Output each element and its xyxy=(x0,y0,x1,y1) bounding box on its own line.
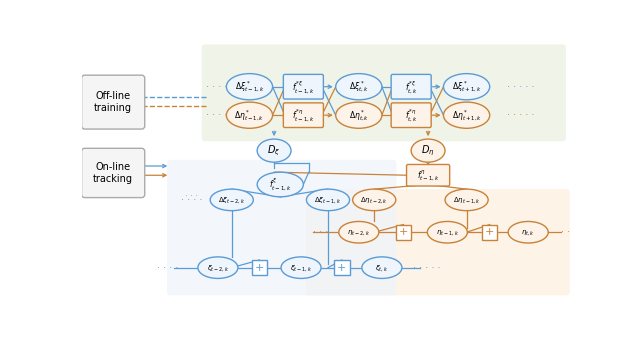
Text: $\Delta\xi^*_{t+1,k}$: $\Delta\xi^*_{t+1,k}$ xyxy=(452,79,481,94)
Ellipse shape xyxy=(444,102,490,128)
Text: · · · ·: · · · · xyxy=(181,195,202,205)
Ellipse shape xyxy=(257,172,303,197)
Ellipse shape xyxy=(307,189,349,211)
Bar xyxy=(252,260,267,275)
Ellipse shape xyxy=(445,189,488,211)
Text: $D_{\xi}$: $D_{\xi}$ xyxy=(268,143,281,158)
Text: $f^{*\eta}_{t-1,k}$: $f^{*\eta}_{t-1,k}$ xyxy=(292,107,315,123)
Ellipse shape xyxy=(428,222,467,243)
Bar xyxy=(396,225,411,240)
Text: $f^{*\xi}_{t,k}$: $f^{*\xi}_{t,k}$ xyxy=(404,79,417,95)
FancyBboxPatch shape xyxy=(391,74,431,99)
Ellipse shape xyxy=(336,74,382,100)
Text: $\Delta\xi^*_{t-1,k}$: $\Delta\xi^*_{t-1,k}$ xyxy=(235,79,264,94)
Text: · · · · ·: · · · · · xyxy=(507,110,534,120)
Text: · ·: · · xyxy=(561,227,570,237)
Ellipse shape xyxy=(411,139,445,162)
Ellipse shape xyxy=(227,102,273,128)
Ellipse shape xyxy=(198,257,238,278)
FancyBboxPatch shape xyxy=(284,103,323,128)
FancyBboxPatch shape xyxy=(306,189,570,295)
Ellipse shape xyxy=(210,189,253,211)
Text: · · ·: · · · xyxy=(313,227,328,237)
Text: · · · ·: · · · · xyxy=(205,110,227,120)
FancyBboxPatch shape xyxy=(406,164,450,186)
Text: $\eta_{t-1,k}$: $\eta_{t-1,k}$ xyxy=(436,228,459,237)
Ellipse shape xyxy=(508,222,548,243)
Ellipse shape xyxy=(353,189,396,211)
Text: $D_{\eta}$: $D_{\eta}$ xyxy=(421,143,435,158)
Text: +: + xyxy=(485,227,494,237)
Text: +: + xyxy=(399,227,408,237)
Ellipse shape xyxy=(281,257,321,278)
Text: On-line
tracking: On-line tracking xyxy=(93,162,133,184)
Text: · · · · ·: · · · · · xyxy=(507,82,534,92)
Text: · · ·: · · · xyxy=(185,192,198,201)
Text: $\xi_{t-1,k}$: $\xi_{t-1,k}$ xyxy=(290,263,312,273)
Ellipse shape xyxy=(227,74,273,100)
Text: $f^{\xi}_{t-1,k}$: $f^{\xi}_{t-1,k}$ xyxy=(269,176,292,192)
Text: · · · · ·: · · · · · xyxy=(413,263,440,273)
Bar xyxy=(482,225,497,240)
Ellipse shape xyxy=(362,257,402,278)
FancyBboxPatch shape xyxy=(284,74,323,99)
FancyBboxPatch shape xyxy=(82,75,145,129)
Text: $\xi_{t,k}$: $\xi_{t,k}$ xyxy=(375,263,388,273)
Text: $\eta_{t-2,k}$: $\eta_{t-2,k}$ xyxy=(348,228,371,237)
Text: · · · ·: · · · · xyxy=(157,263,179,273)
Text: $\xi_{t-2,k}$: $\xi_{t-2,k}$ xyxy=(207,263,229,273)
Ellipse shape xyxy=(257,139,291,162)
FancyBboxPatch shape xyxy=(167,160,397,295)
Text: $\Delta\eta^*_{t,k}$: $\Delta\eta^*_{t,k}$ xyxy=(349,108,369,122)
Ellipse shape xyxy=(339,222,379,243)
Text: $\Delta\xi_{t-2,k}$: $\Delta\xi_{t-2,k}$ xyxy=(218,195,245,205)
Text: $f^{\eta}_{t-1,k}$: $f^{\eta}_{t-1,k}$ xyxy=(417,168,440,183)
Text: +: + xyxy=(255,263,264,273)
Text: · · · ·: · · · · xyxy=(205,82,227,92)
Text: $\Delta\xi^*_{t,k}$: $\Delta\xi^*_{t,k}$ xyxy=(349,79,369,94)
Ellipse shape xyxy=(444,74,490,100)
Text: +: + xyxy=(337,263,346,273)
Text: Off-line
training: Off-line training xyxy=(94,91,132,113)
Text: $\Delta\eta^*_{t-1,k}$: $\Delta\eta^*_{t-1,k}$ xyxy=(234,108,264,122)
Text: $\Delta\eta^*_{t+1,k}$: $\Delta\eta^*_{t+1,k}$ xyxy=(452,108,482,122)
FancyBboxPatch shape xyxy=(202,44,566,141)
Text: $f^{*\xi}_{t-1,k}$: $f^{*\xi}_{t-1,k}$ xyxy=(292,79,315,95)
FancyBboxPatch shape xyxy=(82,148,145,197)
Text: $f^{*\eta}_{t,k}$: $f^{*\eta}_{t,k}$ xyxy=(404,107,417,123)
Text: $\eta_{t,k}$: $\eta_{t,k}$ xyxy=(521,228,535,237)
Ellipse shape xyxy=(336,102,382,128)
Text: $\Delta\eta_{t-2,k}$: $\Delta\eta_{t-2,k}$ xyxy=(360,195,388,205)
Bar xyxy=(334,260,349,275)
Text: $\Delta\eta_{t-1,k}$: $\Delta\eta_{t-1,k}$ xyxy=(452,195,481,205)
FancyBboxPatch shape xyxy=(391,103,431,128)
Text: $\Delta\xi_{t-1,k}$: $\Delta\xi_{t-1,k}$ xyxy=(314,195,342,205)
